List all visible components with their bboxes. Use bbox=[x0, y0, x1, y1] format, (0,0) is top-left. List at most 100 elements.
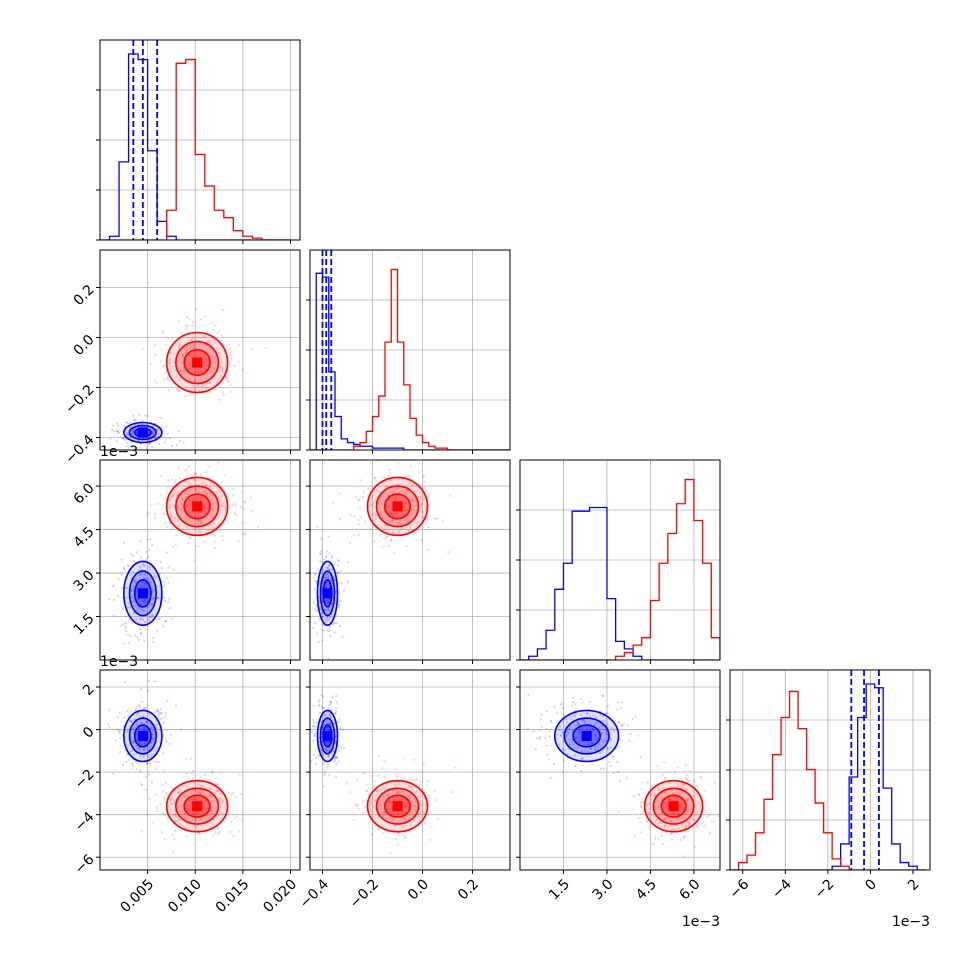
scatter-point bbox=[139, 584, 143, 588]
scatter-point bbox=[322, 629, 325, 633]
scatter-point bbox=[224, 500, 227, 503]
scatter-point bbox=[190, 772, 193, 775]
scatter-point bbox=[608, 760, 611, 764]
scatter-point bbox=[155, 810, 159, 813]
scatter-point bbox=[167, 479, 170, 482]
scatter-point bbox=[148, 604, 151, 607]
scatter-point bbox=[185, 351, 188, 354]
scatter-point bbox=[390, 512, 394, 515]
scatter-point bbox=[398, 798, 401, 802]
scatter-point bbox=[327, 568, 331, 571]
scatter-point bbox=[672, 810, 675, 813]
scatter-point bbox=[323, 773, 326, 776]
scatter-point bbox=[157, 443, 161, 446]
scatter-point bbox=[587, 743, 590, 746]
scatter-point bbox=[160, 712, 163, 715]
scatter-point bbox=[138, 446, 142, 449]
scatter-point bbox=[685, 812, 688, 815]
scatter-point bbox=[213, 818, 216, 821]
scatter-point bbox=[202, 352, 205, 355]
scatter-point bbox=[555, 711, 559, 715]
scatter-point bbox=[591, 742, 594, 745]
scatter-point bbox=[594, 733, 597, 736]
scatter-point bbox=[188, 490, 192, 493]
scatter-point bbox=[209, 347, 213, 351]
scatter-point bbox=[536, 736, 539, 739]
scatter-point bbox=[135, 589, 138, 592]
scatter-point bbox=[145, 763, 148, 766]
scatter-point bbox=[157, 502, 160, 505]
scatter-point bbox=[203, 369, 206, 372]
scatter-point bbox=[398, 530, 401, 533]
scatter-point bbox=[385, 816, 388, 820]
scatter-point bbox=[347, 561, 350, 564]
scatter-point bbox=[197, 528, 200, 531]
density-peak bbox=[668, 801, 679, 812]
scatter-point bbox=[145, 582, 148, 586]
scatter-point bbox=[571, 714, 574, 717]
scatter-point bbox=[140, 600, 143, 603]
scatter-point bbox=[618, 746, 621, 749]
scatter-point bbox=[402, 505, 405, 508]
scatter-point bbox=[605, 711, 608, 715]
scatter-point bbox=[164, 620, 167, 623]
scatter-point bbox=[169, 351, 172, 354]
scatter-point bbox=[177, 492, 180, 495]
scatter-point bbox=[213, 490, 216, 494]
scatter-point bbox=[140, 721, 143, 724]
scatter-point bbox=[427, 525, 430, 529]
scatter-point bbox=[414, 509, 417, 513]
scatter-point bbox=[201, 386, 204, 389]
scatter-point bbox=[326, 602, 329, 605]
scatter-point bbox=[605, 723, 608, 726]
scatter-point bbox=[174, 479, 177, 482]
scatter-point bbox=[108, 726, 111, 729]
scatter-point bbox=[317, 640, 321, 643]
scatter-point bbox=[234, 796, 237, 799]
scatter-point bbox=[386, 494, 390, 497]
scatter-point bbox=[690, 804, 693, 807]
scatter-point bbox=[693, 779, 696, 782]
scatter-point bbox=[200, 498, 203, 501]
scatter-point bbox=[657, 788, 660, 792]
scatter-point bbox=[143, 573, 146, 576]
scatter-point bbox=[385, 502, 388, 505]
scatter-point bbox=[328, 722, 331, 725]
scatter-point bbox=[337, 492, 341, 495]
scatter-point bbox=[383, 796, 386, 799]
scatter-point bbox=[373, 539, 376, 542]
scatter-point bbox=[213, 534, 216, 537]
x-tick-label: −0.4 bbox=[297, 876, 332, 911]
scatter-point bbox=[553, 705, 556, 708]
scatter-point bbox=[210, 322, 213, 325]
scatter-point bbox=[184, 469, 187, 472]
scatter-point bbox=[221, 502, 225, 505]
scatter-point bbox=[134, 418, 137, 421]
scatter-point bbox=[689, 807, 693, 811]
scatter-point bbox=[568, 715, 572, 718]
scatter-point bbox=[387, 544, 390, 548]
scatter-point bbox=[586, 712, 589, 715]
scatter-point bbox=[108, 598, 111, 601]
density-peak bbox=[581, 730, 592, 741]
panel-frame bbox=[99, 669, 301, 871]
scatter-point bbox=[146, 689, 149, 693]
scatter-point bbox=[641, 812, 644, 815]
scatter-point bbox=[387, 793, 390, 796]
scatter-point bbox=[371, 774, 374, 777]
scatter-point bbox=[416, 790, 419, 793]
scatter-point bbox=[142, 715, 145, 718]
scatter-point bbox=[420, 502, 424, 506]
scatter-point bbox=[151, 821, 154, 824]
scatter-point bbox=[176, 791, 180, 795]
scatter-point bbox=[172, 568, 175, 571]
scatter-point bbox=[560, 701, 563, 705]
scatter-point bbox=[685, 788, 689, 791]
scatter-point bbox=[156, 596, 159, 599]
scatter-point bbox=[205, 507, 208, 510]
scatter-point bbox=[193, 813, 196, 816]
scatter-point bbox=[132, 571, 135, 574]
scatter-point bbox=[131, 599, 135, 602]
scatter-point bbox=[378, 789, 381, 793]
scatter-point bbox=[383, 786, 386, 789]
